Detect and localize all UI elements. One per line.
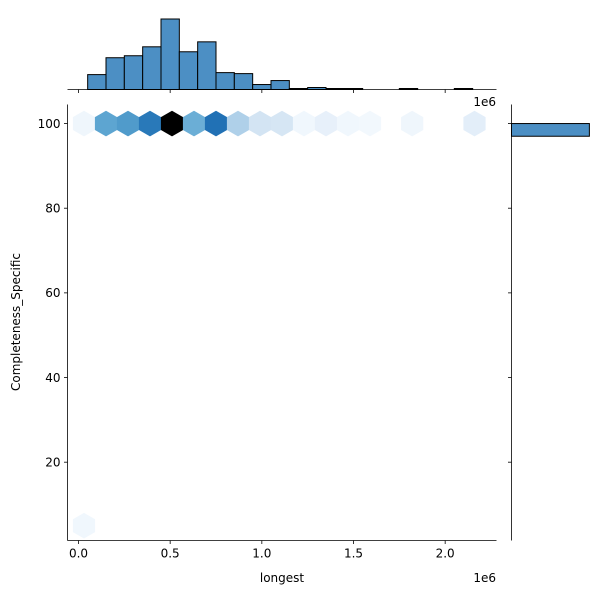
hexbin	[72, 110, 96, 137]
main-x-ticks: 0.0 0.5 1.0 1.5 2.0	[69, 540, 455, 561]
top-marginal-histogram: 1e6	[67, 18, 497, 109]
x-tick-label: 2.0	[436, 547, 455, 561]
top-histogram-bar	[87, 74, 107, 91]
y-tick-label: 60	[45, 286, 60, 300]
right-y-ticks	[508, 123, 512, 463]
hexbin	[160, 110, 184, 137]
y-tick-label: 20	[45, 455, 60, 469]
hexbin	[314, 110, 338, 137]
main-y-ticks: 20 40 60 80 100	[38, 117, 68, 469]
right-histogram-bar	[511, 123, 590, 137]
top-histogram-bars	[87, 18, 474, 91]
top-histogram-bar	[123, 55, 144, 90]
top-histogram-bar	[105, 57, 125, 91]
top-x-ticks	[78, 89, 446, 93]
y-tick-label: 100	[38, 117, 61, 131]
x-offset-label: 1e6	[473, 571, 496, 585]
hexbin	[463, 110, 486, 137]
y-tick-label: 40	[45, 371, 60, 385]
x-axis-label: longest	[260, 571, 305, 585]
top-histogram-bar	[252, 84, 272, 90]
top-histogram-bar	[197, 41, 217, 90]
hexbin-layer	[72, 110, 486, 539]
right-histogram-bars	[511, 123, 590, 137]
top-histogram-bar	[270, 80, 290, 90]
hexbin	[292, 110, 316, 137]
hexbin	[72, 512, 96, 539]
main-plot-area: 0.0 0.5 1.0 1.5 2.0 20 40 60 80 100 longest Comp…	[9, 104, 497, 585]
top-histogram-bar	[160, 18, 180, 90]
hexbin	[182, 110, 206, 137]
hexbin	[358, 110, 382, 137]
x-tick-label: 1.5	[344, 547, 363, 561]
y-tick-label: 80	[45, 202, 60, 216]
hexbin	[94, 110, 118, 137]
hexbin	[336, 110, 360, 137]
top-histogram-bar	[178, 51, 199, 90]
x-tick-label: 0.5	[161, 547, 180, 561]
hexbin	[138, 110, 162, 137]
hexbin	[401, 110, 424, 137]
hexbin	[270, 110, 294, 137]
hexbin	[116, 110, 140, 137]
x-tick-label: 0.0	[69, 547, 88, 561]
y-axis-label: Completeness_Specific	[9, 253, 23, 391]
top-offset-label: 1e6	[473, 95, 496, 109]
hexbin	[204, 110, 228, 137]
hexbin	[248, 110, 272, 137]
right-marginal-histogram	[508, 104, 590, 541]
top-histogram-bar	[215, 72, 235, 91]
top-histogram-bar	[233, 73, 254, 91]
hexbin	[226, 110, 250, 137]
x-tick-label: 1.0	[252, 547, 271, 561]
top-histogram-bar	[142, 46, 162, 90]
